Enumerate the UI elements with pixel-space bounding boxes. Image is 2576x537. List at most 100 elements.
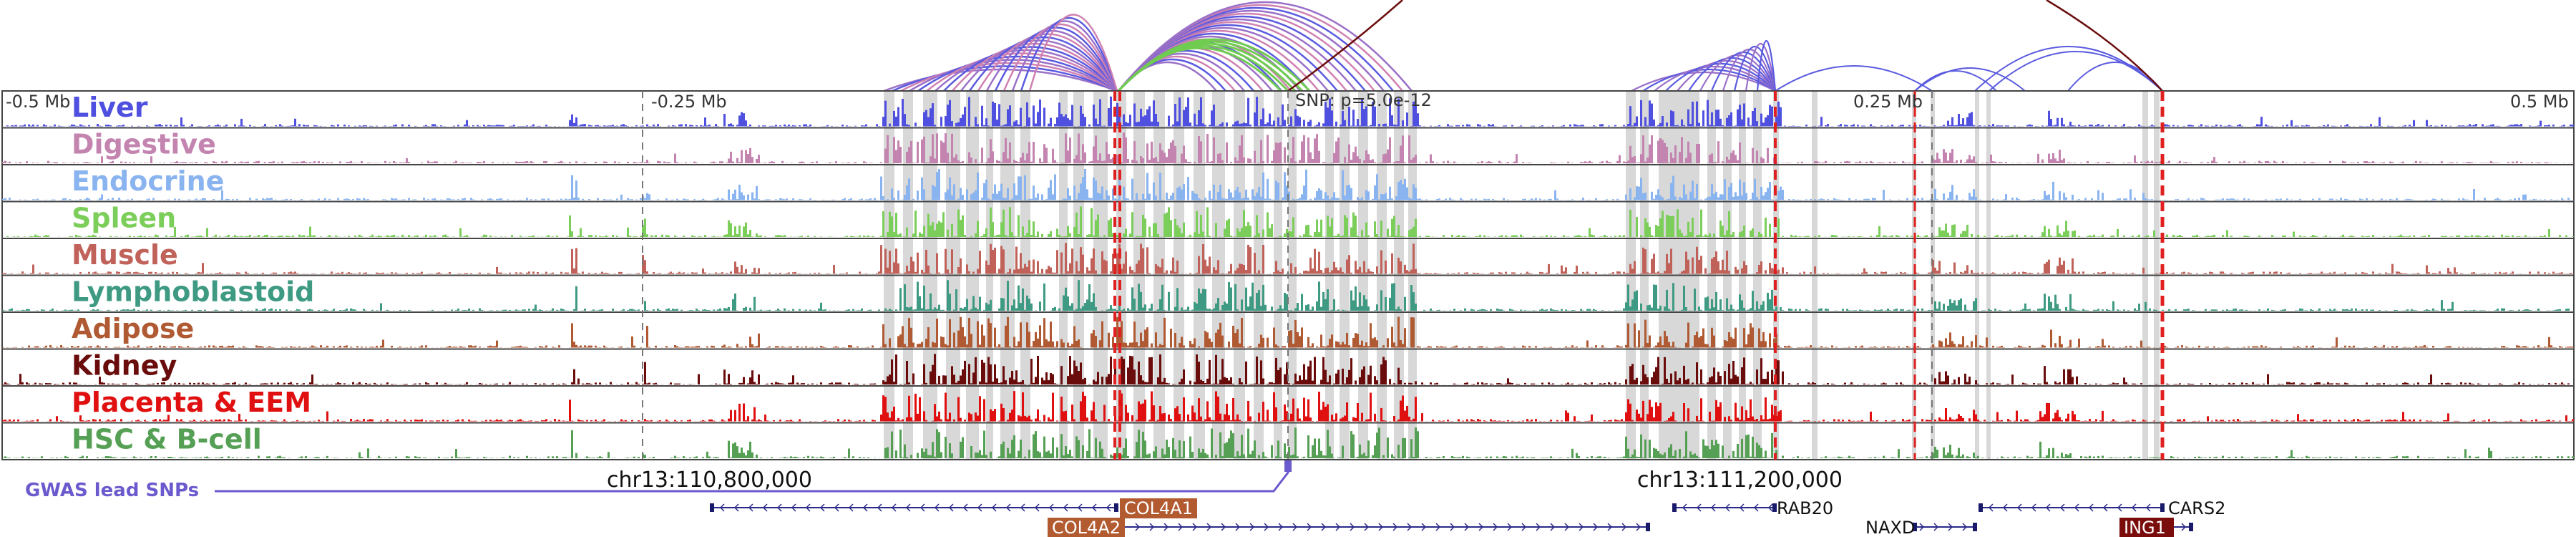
strand-arrow: [1063, 503, 1068, 512]
gwas-snp-marker: [1284, 460, 1292, 472]
strand-arrow: [748, 503, 753, 512]
strand-arrow: [1536, 523, 1541, 531]
strand-arrow: [1264, 523, 1269, 531]
strand-arrow: [1696, 503, 1702, 512]
loop-arc: [1642, 69, 1776, 92]
loop-arc: [985, 29, 1118, 92]
loop-arc: [1989, 51, 2163, 92]
strand-arrow: [1235, 523, 1241, 531]
loop-arc: [1020, 17, 1118, 92]
loop-arc: [1745, 42, 1777, 92]
strand-arrow: [1767, 503, 1773, 512]
strand-arrow: [1710, 503, 1716, 512]
strand-arrow: [1077, 503, 1083, 512]
loop-arc: [943, 46, 1118, 92]
strand-arrow: [1221, 523, 1226, 531]
track-label-hsc-b-cell: HSC & B-cell: [72, 424, 262, 455]
strand-arrow: [848, 503, 854, 512]
strand-arrow: [1550, 523, 1556, 531]
strand-arrow: [1292, 523, 1298, 531]
loop-arc: [926, 52, 1118, 92]
strand-arrow: [719, 503, 725, 512]
strand-arrow: [1621, 523, 1627, 531]
gene-label-box: [2119, 518, 2174, 537]
strand-arrow: [2088, 503, 2094, 512]
strand-arrow: [1564, 523, 1570, 531]
exon: [1672, 503, 1677, 512]
loop-arc: [1733, 45, 1777, 92]
track-label-digestive: Digestive: [72, 129, 216, 160]
strand-arrow: [1421, 523, 1427, 531]
strand-arrow: [2181, 523, 2187, 531]
scale-label-minus-0.5: -0.5 Mb: [6, 92, 70, 112]
strand-arrow: [1378, 523, 1384, 531]
track-label-muscle: Muscle: [72, 239, 178, 271]
strand-arrow: [905, 503, 911, 512]
coordinate-label-right: chr13:111,200,000: [1637, 468, 1843, 493]
loop-arc: [917, 55, 1118, 92]
track-label-liver: Liver: [72, 92, 148, 123]
loop-arc: [900, 62, 1118, 92]
strand-arrow: [1364, 523, 1370, 531]
scale-label-plus-0.25: 0.25 Mb: [1853, 92, 1923, 112]
strand-arrow: [2045, 503, 2051, 512]
exon: [1114, 503, 1118, 512]
strand-arrow: [819, 503, 825, 512]
strand-arrow: [1163, 523, 1169, 531]
strand-arrow: [2102, 503, 2108, 512]
loop-arc: [1011, 20, 1118, 92]
track-label-adipose: Adipose: [72, 313, 194, 344]
loop-arcs: [883, 0, 2163, 92]
strand-arrow: [1149, 523, 1155, 531]
loop-arc: [1914, 67, 2026, 92]
strand-arrow: [2059, 503, 2065, 512]
strand-arrow: [1521, 523, 1527, 531]
strand-arrow: [2016, 503, 2022, 512]
loop-arc: [1974, 46, 2163, 92]
strand-arrow: [1278, 523, 1284, 531]
strand-arrow: [1464, 523, 1470, 531]
strand-arrow: [891, 503, 897, 512]
strand-arrow: [1048, 503, 1054, 512]
strand-arrow: [1392, 523, 1398, 531]
strand-arrow: [762, 503, 768, 512]
exon: [2160, 503, 2165, 512]
loop-arc: [1631, 72, 1776, 92]
gene-label-rab20: RAB20: [1777, 498, 1833, 518]
strand-arrow: [934, 503, 940, 512]
signal-lymphoblastoid: [2, 280, 2574, 311]
strand-arrow: [1753, 503, 1759, 512]
loop-arc: [968, 36, 1118, 92]
strand-arrow: [991, 503, 997, 512]
strand-arrow: [1321, 523, 1327, 531]
strand-arrow: [834, 503, 839, 512]
strand-arrow: [776, 503, 782, 512]
loop-arc: [1677, 59, 1776, 92]
loop-arc: [1914, 70, 1997, 92]
strand-arrow: [2002, 503, 2008, 512]
gene-label-ing1: ING1: [2124, 518, 2166, 537]
strand-arrow: [2145, 503, 2151, 512]
coordinate-label-left: chr13:110,800,000: [607, 468, 812, 493]
strand-arrow: [1724, 503, 1730, 512]
gene-label-col4a1: COL4A1: [1124, 498, 1193, 518]
loop-arc: [977, 33, 1118, 92]
exon: [710, 503, 714, 512]
strand-arrow: [1919, 523, 1925, 531]
strand-arrow: [1091, 503, 1097, 512]
exon: [1913, 523, 1917, 531]
strand-arrow: [862, 503, 868, 512]
gwas-lead-snps-label: GWAS lead SNPs: [25, 480, 199, 501]
exon: [1772, 503, 1777, 512]
loop-arc: [1699, 54, 1776, 92]
strand-arrow: [1988, 503, 1994, 512]
strand-arrow: [1507, 523, 1513, 531]
strand-arrow: [1034, 503, 1040, 512]
signal-kidney: [2, 354, 2574, 384]
loop-arc: [1665, 62, 1776, 92]
strand-arrow: [877, 503, 882, 512]
strand-arrow: [977, 503, 982, 512]
strand-arrow: [791, 503, 796, 512]
strand-arrow: [1135, 523, 1141, 531]
